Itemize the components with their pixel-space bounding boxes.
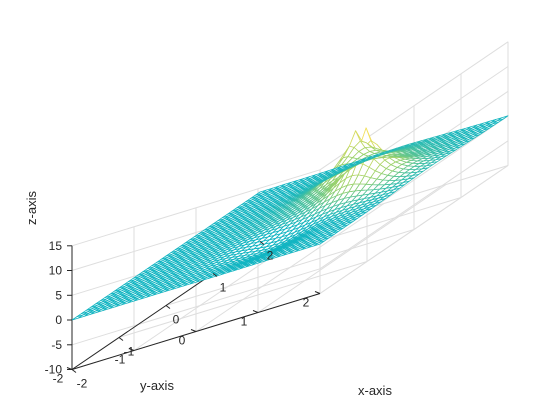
y-tick-label: 0: [179, 334, 186, 348]
z-axis-label: z-axis: [24, 191, 39, 225]
x-tick-mark: [71, 369, 77, 373]
y-tick-label: 2: [303, 296, 310, 310]
x-tick-label: -2: [77, 377, 88, 391]
y-tick-mark: [128, 348, 135, 351]
z-tick-label: -5: [51, 338, 62, 352]
grid-line: [71, 268, 321, 346]
x-tick-mark: [165, 305, 171, 309]
z-tick-label: 10: [49, 264, 63, 278]
y-tick-mark: [314, 291, 321, 294]
x-tick-label: 0: [173, 313, 180, 327]
y-tick-mark: [190, 329, 197, 332]
x-tick-mark: [212, 273, 218, 277]
grid-line: [319, 140, 509, 270]
x-tick-label: -1: [124, 345, 135, 359]
z-tick-label: 0: [55, 313, 62, 327]
z-tick-label: 5: [55, 288, 62, 302]
x-tick-label: 1: [220, 281, 227, 295]
y-tick-mark: [252, 310, 259, 313]
surface-mesh: [71, 115, 509, 321]
y-tick-label: -2: [53, 372, 64, 386]
surface-cell: [254, 189, 267, 196]
x-tick-mark: [259, 241, 265, 245]
grid-line: [165, 229, 415, 306]
x-tick-mark: [118, 337, 124, 341]
y-tick-label: 1: [241, 315, 248, 329]
y-axis-label: y-axis: [140, 378, 174, 393]
grid-line: [71, 169, 321, 247]
z-tick-label: -10: [45, 363, 63, 377]
x-axis-label: x-axis: [358, 383, 392, 398]
grid-line: [118, 261, 368, 338]
grid-line: [319, 165, 509, 294]
y-tick-label: -1: [115, 353, 126, 367]
x-tick-label: 2: [267, 249, 274, 263]
z-tick-label: 15: [49, 239, 63, 253]
